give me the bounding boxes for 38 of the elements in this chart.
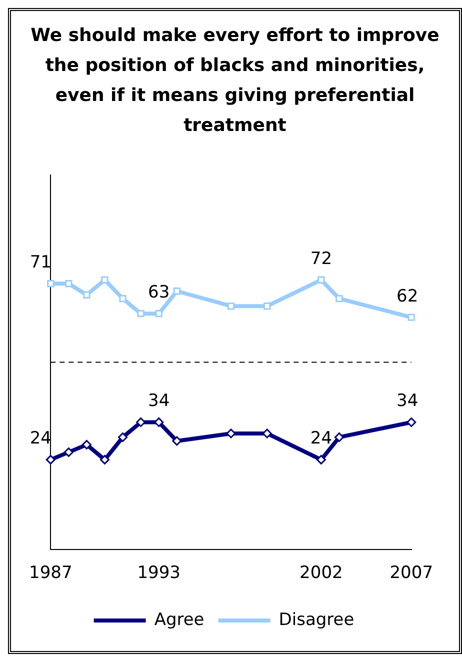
legend-label: Agree	[154, 610, 204, 630]
data-label: 71	[30, 252, 52, 273]
point	[263, 302, 271, 310]
point	[64, 447, 74, 457]
point	[137, 310, 144, 318]
x-tick-label: 2007	[390, 563, 433, 584]
point	[172, 436, 182, 446]
point	[82, 440, 92, 450]
point	[155, 310, 162, 318]
point	[318, 276, 325, 284]
x-tick-label: 1987	[29, 563, 72, 584]
data-label: 24	[30, 428, 52, 449]
chart-title: We should make every effort to improve the position of blacks and minorities, even if it means giving preferential treatment	[30, 24, 440, 138]
data-label: 34	[148, 391, 170, 412]
point	[119, 295, 126, 302]
legend-label: Disagree	[278, 610, 354, 630]
point	[173, 288, 180, 295]
point	[101, 276, 108, 284]
point	[408, 314, 415, 321]
data-label: 63	[148, 282, 170, 303]
point	[46, 454, 56, 464]
x-tick-label: 2002	[300, 563, 343, 584]
point	[83, 291, 90, 298]
point	[406, 417, 416, 427]
point	[118, 432, 128, 442]
point	[227, 302, 235, 310]
point	[47, 280, 54, 288]
data-label: 62	[396, 286, 418, 306]
point	[336, 295, 343, 302]
point	[316, 454, 326, 464]
data-label: 34	[396, 391, 418, 412]
point	[100, 454, 110, 464]
data-label: 72	[310, 248, 332, 269]
data-label: 24	[310, 428, 332, 449]
point	[334, 432, 344, 442]
point	[65, 280, 72, 288]
point	[154, 417, 164, 427]
x-tick-label: 1993	[137, 563, 180, 584]
